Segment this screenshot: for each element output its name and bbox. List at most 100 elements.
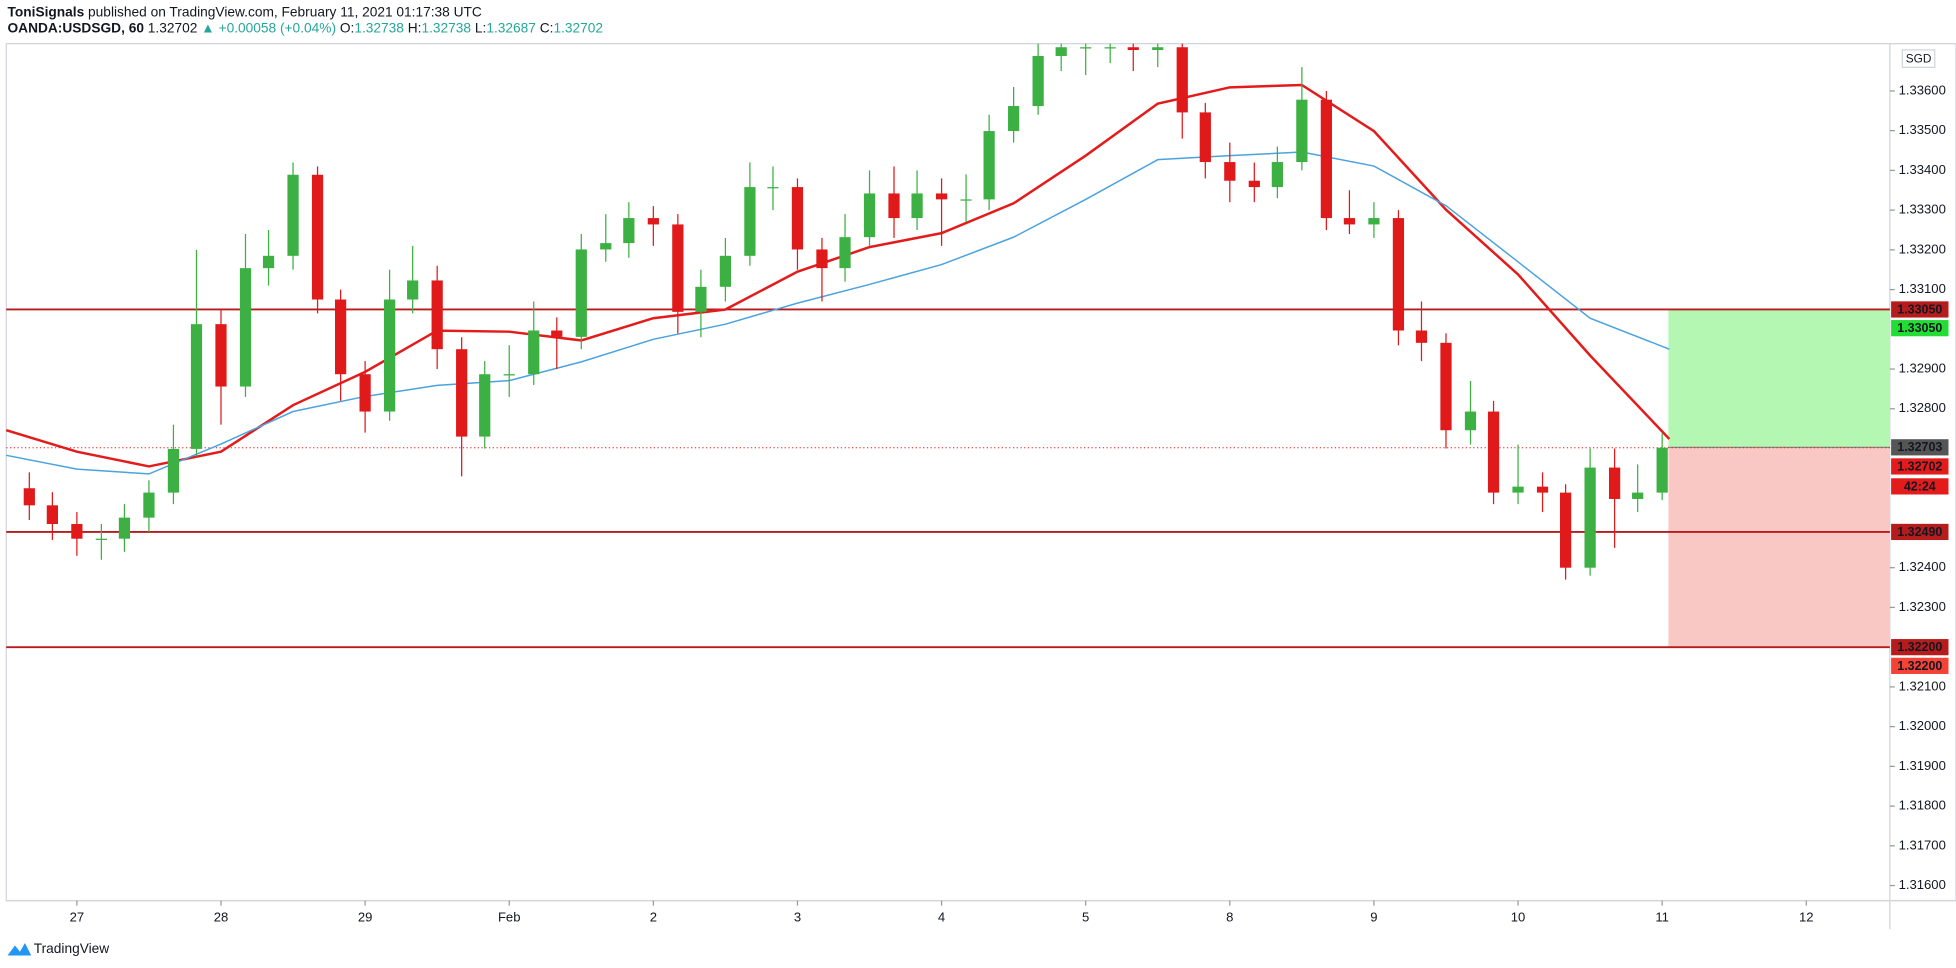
loss-zone <box>1668 447 1890 648</box>
candle-body <box>359 374 371 412</box>
x-tick-label: 10 <box>1511 910 1526 925</box>
candle-body <box>672 224 684 312</box>
plot <box>5 43 1890 649</box>
y-tick-label: 1.32300 <box>1899 599 1946 614</box>
stop-label-box <box>1891 657 1949 674</box>
candle-body <box>1464 411 1477 431</box>
x-tick-label: 8 <box>1226 910 1233 925</box>
level-label: 1.33050 <box>1897 302 1942 316</box>
candle-body <box>935 193 948 200</box>
countdown-label: 42:24 <box>1904 479 1936 493</box>
candle-body <box>1343 218 1356 225</box>
footer-logo <box>7 943 32 956</box>
candle-body <box>118 517 131 539</box>
candle-body <box>95 538 107 540</box>
change: ▲ +0.00058 (+0.04%) <box>201 20 336 35</box>
x-tick-label: 11 <box>1655 910 1669 925</box>
level-label-box <box>1891 639 1949 656</box>
candle-body <box>1320 99 1332 219</box>
target-label-box <box>1891 320 1949 337</box>
candle-body <box>647 218 659 225</box>
candle-body <box>239 268 252 387</box>
y-tick-label: 1.31900 <box>1899 758 1946 773</box>
candle-body <box>719 255 732 287</box>
ohlc-value: 1.32738 <box>354 20 404 35</box>
candle-body <box>551 330 563 337</box>
candle-body <box>1176 47 1188 113</box>
candle-body <box>1368 218 1380 225</box>
x-tick-label: 12 <box>1799 910 1814 925</box>
average-line <box>5 83 1671 468</box>
x-tick-label: Feb <box>498 910 521 925</box>
candle-body <box>287 174 299 256</box>
header-line-1: ToniSignals published on TradingView.com… <box>8 4 482 19</box>
candle-body <box>1127 47 1139 51</box>
level-label: 1.32490 <box>1897 525 1942 539</box>
level-label: 1.32200 <box>1897 640 1942 654</box>
candle-body <box>23 488 35 506</box>
candle-body <box>863 193 876 238</box>
candle-body <box>983 131 995 200</box>
candle-body <box>1080 47 1092 49</box>
y-tick-label: 1.33200 <box>1899 241 1946 256</box>
ohlc-label: H: <box>408 20 422 35</box>
x-tick-label: 27 <box>70 910 85 925</box>
y-tick-label: 1.32800 <box>1899 400 1946 415</box>
symbol: OANDA:USDSGD, 60 <box>8 20 145 35</box>
candle-body <box>407 280 419 300</box>
ohlc-label: C: <box>540 20 554 35</box>
average-line <box>6 151 1670 475</box>
x-tick-label: 4 <box>938 910 945 925</box>
ohlc-value: 1.32687 <box>486 20 536 35</box>
candle-body <box>190 324 203 449</box>
profit-zone <box>1668 309 1890 448</box>
candle-body <box>1415 330 1428 343</box>
x-tick-label: 28 <box>214 910 229 925</box>
candle-body <box>215 324 227 387</box>
candle-body <box>143 492 155 518</box>
x-tick-label: 29 <box>358 910 373 925</box>
y-tick-label: 1.32900 <box>1899 361 1946 376</box>
candle-body <box>888 193 900 219</box>
candle-body <box>46 505 58 524</box>
y-tick-label: 1.33600 <box>1899 82 1946 97</box>
ohlc-label: O: <box>340 20 354 35</box>
candle-body <box>575 249 587 337</box>
candle-body <box>816 249 828 269</box>
candle-body <box>1032 55 1044 107</box>
candle-body <box>1199 112 1211 163</box>
candle-body <box>1104 47 1116 49</box>
candle-body <box>695 286 707 312</box>
ohlc-label: L: <box>475 20 486 35</box>
currency: SGD <box>1906 51 1932 65</box>
candle-body <box>311 174 324 300</box>
x-tick-label: 2 <box>650 910 657 925</box>
candle-body <box>1271 162 1283 188</box>
y-tick-label: 1.31700 <box>1899 837 1946 852</box>
candle-body <box>1296 99 1308 163</box>
candle-body <box>1392 218 1405 331</box>
stop-label: 1.32200 <box>1897 659 1942 673</box>
candle-body <box>71 523 83 539</box>
last-price-label-box <box>1891 458 1949 475</box>
candle-body <box>1656 447 1668 493</box>
publisher: ToniSignals <box>8 4 85 19</box>
candle-body <box>1584 467 1596 568</box>
candle-body <box>960 199 972 201</box>
candle-body <box>1152 47 1164 51</box>
y-tick-label: 1.33100 <box>1899 281 1946 296</box>
y-tick-label: 1.32400 <box>1899 559 1946 574</box>
y-tick-label: 1.32100 <box>1899 678 1946 693</box>
chart-frame <box>5 43 1956 902</box>
candle-body <box>911 193 923 219</box>
candle-body <box>1055 47 1067 56</box>
candle-body <box>1487 411 1500 493</box>
ohlc-value: 1.32702 <box>553 20 603 35</box>
candle-body <box>528 330 540 375</box>
candle-body <box>791 187 804 250</box>
level-label-box <box>1891 523 1949 541</box>
candle-body <box>262 255 275 269</box>
footer: TradingView <box>34 941 110 956</box>
x-tick-label: 5 <box>1082 910 1089 925</box>
